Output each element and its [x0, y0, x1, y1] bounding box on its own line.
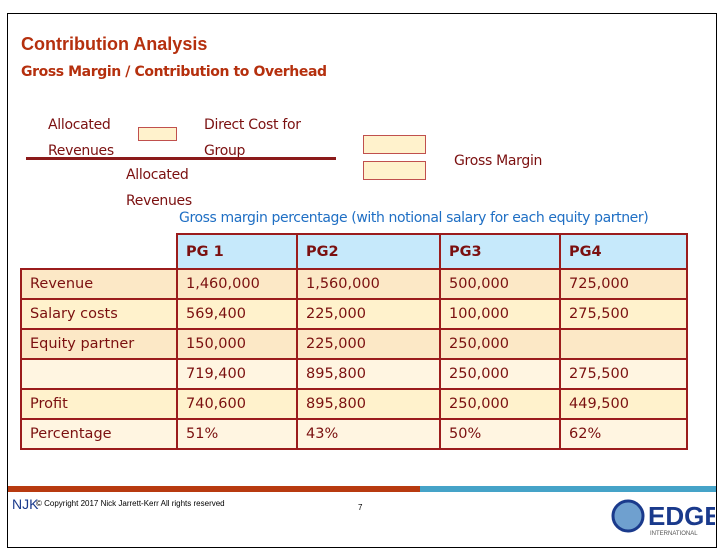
table-cell: 225,000: [296, 328, 441, 360]
footer-bar-red: [8, 486, 420, 492]
table-row: Percentage 51% 43% 50% 62%: [20, 418, 688, 450]
edge-international-logo: EDGE INTERNATIONAL: [610, 492, 722, 542]
table-cell: 225,000: [296, 298, 441, 330]
row-label: Percentage: [20, 418, 178, 450]
svg-text:EDGE: EDGE: [648, 501, 715, 531]
row-label: Revenue: [20, 268, 178, 300]
page-number: 7: [358, 503, 363, 512]
table-cell: 895,800: [296, 388, 441, 420]
table-row: Salary costs 569,400 225,000 100,000 275,500: [20, 298, 688, 330]
table-cell: 275,500: [559, 298, 688, 330]
table-cell: 740,600: [176, 388, 298, 420]
header-pg4: PG4: [559, 233, 688, 270]
table-cell: [559, 328, 688, 360]
equals-box-top: [363, 135, 426, 154]
table-cell: 569,400: [176, 298, 298, 330]
table-cell: 725,000: [559, 268, 688, 300]
table-cell: 1,560,000: [296, 268, 441, 300]
direct-cost-label: Direct Cost for: [204, 117, 301, 133]
header-empty: [21, 234, 177, 270]
table-header-row: PG 1 PG2 PG3 PG4: [21, 233, 688, 270]
njk-logo: NJK: [12, 496, 39, 512]
gross-margin-label: Gross Margin: [454, 153, 543, 169]
table-cell: 895,800: [296, 358, 441, 390]
direct-cost-label: Group: [204, 143, 246, 159]
table-cell: 250,000: [439, 388, 561, 420]
table-cell: 250,000: [439, 328, 561, 360]
allocated-revenues-denominator: Revenues: [126, 193, 192, 209]
copyright-text: © Copyright 2017 Nick Jarrett-Kerr All r…: [36, 499, 225, 508]
table-cell: 62%: [559, 418, 688, 450]
header-pg2: PG2: [296, 233, 441, 270]
header-pg3: PG3: [439, 233, 561, 270]
table-cell: 150,000: [176, 328, 298, 360]
table-cell: 1,460,000: [176, 268, 298, 300]
equals-box-bottom: [363, 161, 426, 180]
table-cell: 250,000: [439, 358, 561, 390]
table-cell: 275,500: [559, 358, 688, 390]
gross-margin-table: PG 1 PG2 PG3 PG4 Revenue 1,460,000 1,560,0…: [20, 233, 688, 450]
fraction-line: [26, 157, 336, 160]
table-row: Revenue 1,460,000 1,560,000 500,000 725,000: [20, 268, 688, 300]
header-pg1: PG 1: [176, 233, 298, 270]
table-row: Profit 740,600 895,800 250,000 449,500: [20, 388, 688, 420]
svg-text:INTERNATIONAL: INTERNATIONAL: [650, 531, 698, 537]
minus-box: [138, 127, 177, 141]
row-label: Equity partner: [20, 328, 178, 360]
table-cell: 719,400: [176, 358, 298, 390]
table-caption: Gross margin percentage (with notional s…: [179, 210, 649, 226]
footer-bar-blue: [420, 486, 716, 492]
slide-subtitle: Gross Margin / Contribution to Overhead: [21, 64, 327, 80]
allocated-revenues-label: Allocated: [48, 117, 111, 133]
row-label: [20, 358, 178, 390]
row-label: Profit: [20, 388, 178, 420]
slide-title: Contribution Analysis: [21, 34, 208, 54]
table-cell: 51%: [176, 418, 298, 450]
slide-frame: [7, 13, 717, 548]
table-cell: 500,000: [439, 268, 561, 300]
table-row: 719,400 895,800 250,000 275,500: [20, 358, 688, 390]
table-cell: 100,000: [439, 298, 561, 330]
table-cell: 449,500: [559, 388, 688, 420]
edge-globe-icon: EDGE INTERNATIONAL: [611, 499, 722, 537]
table-row: Equity partner 150,000 225,000 250,000: [20, 328, 688, 360]
allocated-revenues-label: Revenues: [48, 143, 114, 159]
table-cell: 50%: [439, 418, 561, 450]
row-label: Salary costs: [20, 298, 178, 330]
allocated-revenues-denominator: Allocated: [126, 167, 189, 183]
table-cell: 43%: [296, 418, 441, 450]
